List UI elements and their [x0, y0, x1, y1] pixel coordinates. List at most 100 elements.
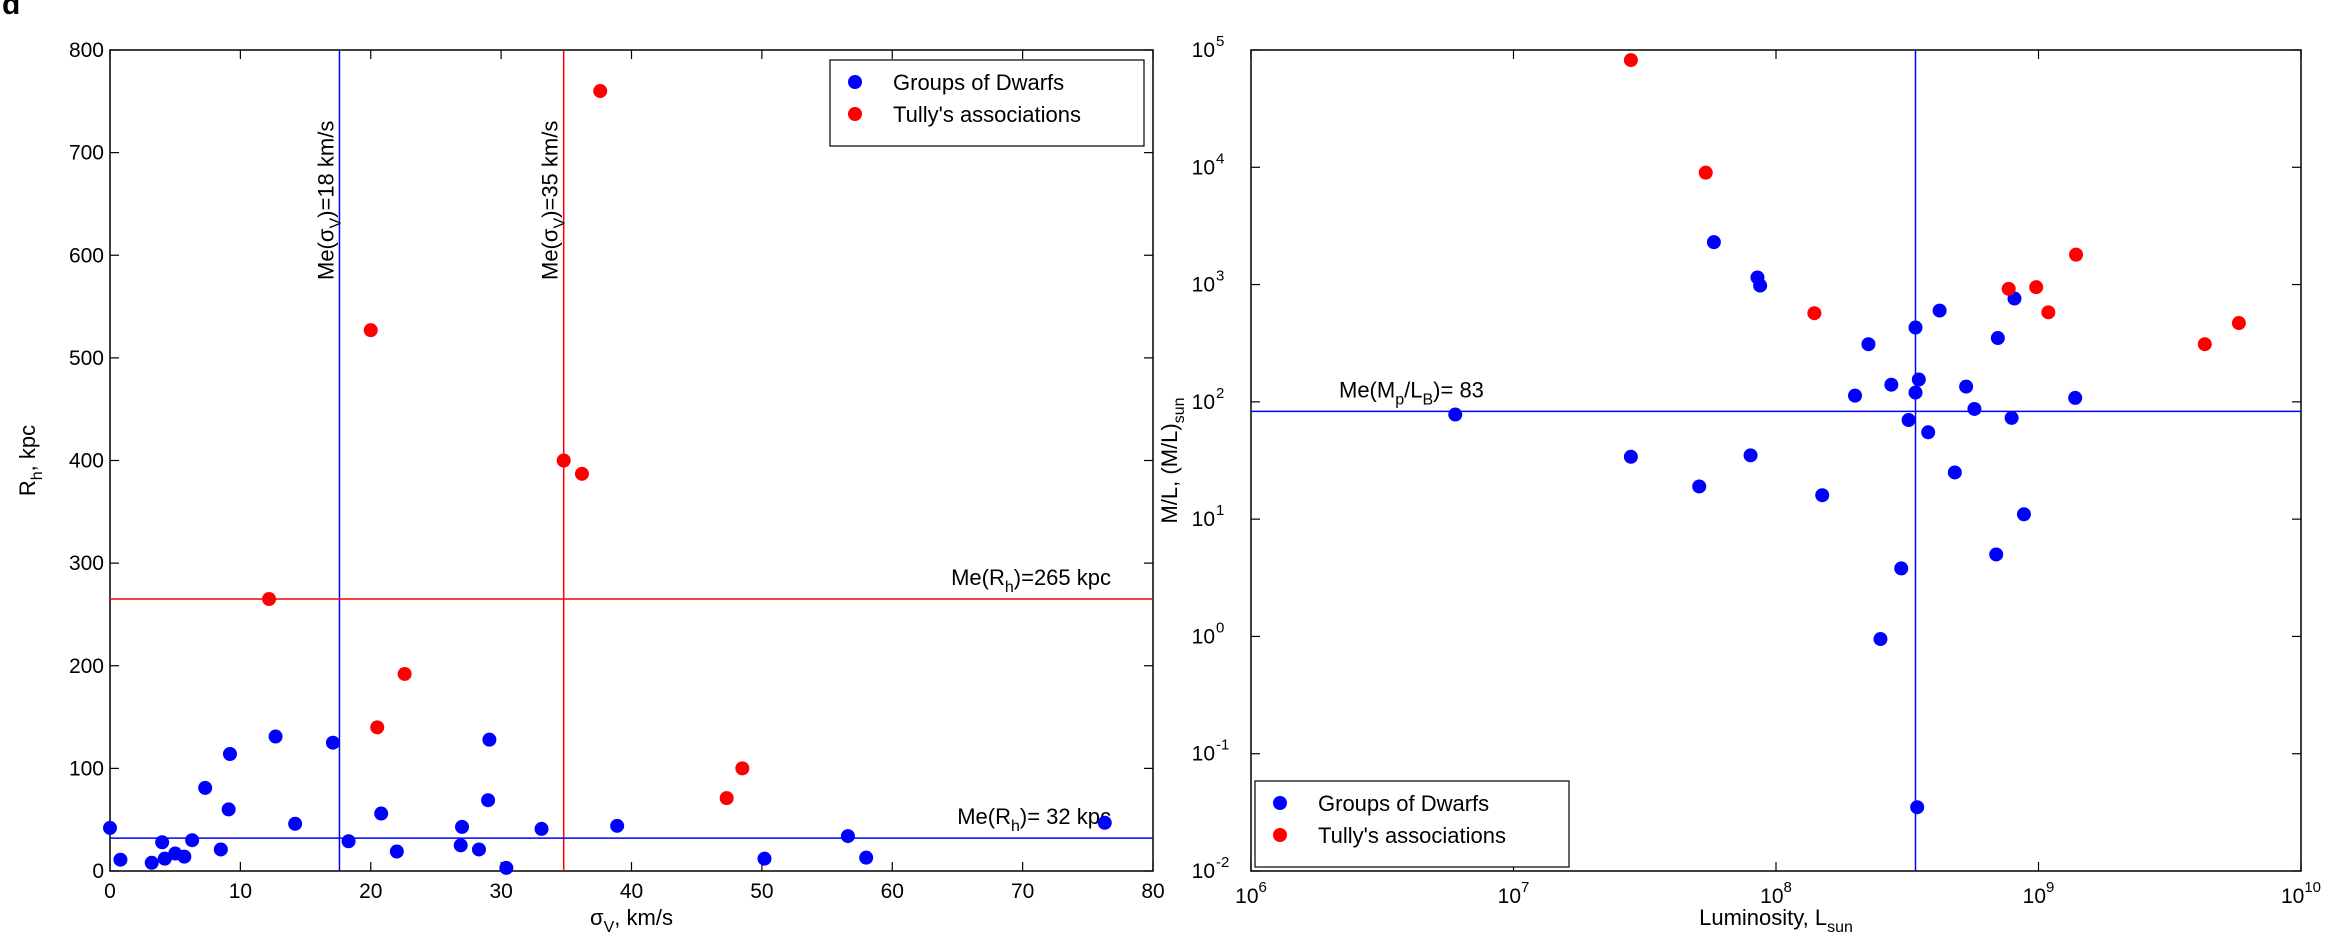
median-label: Me(σV)=18 km/s	[313, 121, 344, 280]
legend-entry: Groups of Dwarfs	[1318, 791, 1489, 816]
point-tully-associations	[719, 791, 734, 806]
x-tick-label: 40	[620, 880, 643, 903]
point-groups-of-dwarfs	[213, 842, 228, 857]
y-tick-label: 10	[1192, 743, 1215, 766]
point-groups-of-dwarfs	[2068, 390, 2083, 405]
y-tick-label: 10	[1192, 391, 1215, 414]
x-axis-label: Luminosity, Lsun	[1699, 905, 1853, 936]
point-groups-of-dwarfs	[1848, 388, 1863, 403]
point-groups-of-dwarfs	[268, 729, 283, 744]
point-tully-associations	[2231, 316, 2246, 331]
point-groups-of-dwarfs	[1692, 479, 1707, 494]
point-groups-of-dwarfs	[1706, 235, 1721, 250]
point-groups-of-dwarfs	[610, 818, 625, 833]
point-groups-of-dwarfs	[1911, 372, 1926, 387]
legend-entry: Tully's associations	[1318, 823, 1506, 848]
point-tully-associations	[262, 592, 277, 607]
point-tully-associations	[2041, 305, 2056, 320]
y-tick-label: 10	[1192, 156, 1215, 179]
point-groups-of-dwarfs	[177, 849, 192, 864]
x-tick-label: 108	[1760, 879, 1792, 908]
point-groups-of-dwarfs	[1921, 425, 1936, 440]
point-groups-of-dwarfs	[113, 852, 128, 867]
point-groups-of-dwarfs	[1743, 448, 1758, 463]
y-tick-label: 300	[69, 552, 104, 575]
y-tick-exponent: -2	[1216, 854, 1229, 871]
legend-entry: Groups of Dwarfs	[893, 70, 1064, 95]
point-tully-associations	[735, 761, 750, 776]
point-groups-of-dwarfs	[1901, 413, 1916, 428]
point-groups-of-dwarfs	[757, 851, 772, 866]
point-groups-of-dwarfs	[534, 821, 549, 836]
point-groups-of-dwarfs	[2004, 410, 2019, 425]
point-tully-associations	[1623, 53, 1638, 68]
point-groups-of-dwarfs	[1959, 379, 1974, 394]
point-groups-of-dwarfs	[1894, 561, 1909, 576]
point-groups-of-dwarfs	[2016, 507, 2031, 522]
median-label: Me(Rh)= 32 kpc	[957, 804, 1111, 835]
y-tick-exponent: 4	[1216, 150, 1224, 167]
x-axis-label: σV, km/s	[590, 905, 673, 936]
point-groups-of-dwarfs	[185, 833, 200, 848]
x-tick-label: 50	[750, 880, 773, 903]
point-groups-of-dwarfs	[1910, 800, 1925, 815]
point-tully-associations	[1698, 165, 1713, 180]
point-groups-of-dwarfs	[1097, 815, 1112, 830]
x-tick-label: 60	[881, 880, 904, 903]
legend-marker	[848, 75, 862, 89]
median-label: Me(Mp/LB)= 83	[1339, 377, 1484, 408]
x-tick-label: 20	[359, 880, 382, 903]
legend-marker	[1273, 796, 1287, 810]
point-groups-of-dwarfs	[389, 844, 404, 859]
point-groups-of-dwarfs	[455, 819, 470, 834]
y-tick-label: 10	[1192, 860, 1215, 883]
point-groups-of-dwarfs	[374, 806, 389, 821]
point-groups-of-dwarfs	[1623, 449, 1638, 464]
x-tick-label: 30	[489, 880, 512, 903]
y-tick-label: 800	[69, 39, 104, 62]
point-groups-of-dwarfs	[1753, 278, 1768, 293]
x-tick-label: 80	[1141, 880, 1164, 903]
y-tick-exponent: -1	[1216, 737, 1229, 754]
point-groups-of-dwarfs	[103, 820, 117, 835]
y-tick-exponent: 1	[1216, 502, 1224, 519]
point-tully-associations	[370, 720, 385, 735]
median-label: Me(Rh)=265 kpc	[951, 565, 1111, 596]
y-tick-exponent: 3	[1216, 268, 1224, 285]
legend: Groups of Dwarfs Tully's associations	[1254, 780, 1570, 868]
point-tully-associations	[2001, 281, 2016, 296]
point-groups-of-dwarfs	[1967, 401, 1982, 416]
point-groups-of-dwarfs	[221, 802, 236, 817]
plot-area	[109, 49, 1154, 872]
x-tick-label: 10	[229, 880, 252, 903]
point-groups-of-dwarfs	[1908, 385, 1923, 400]
point-tully-associations	[556, 453, 571, 468]
point-tully-associations	[2029, 280, 2044, 295]
point-groups-of-dwarfs	[499, 860, 514, 875]
chart-left: 0 10 20 30 40 50 60 70 8001002003004005006007008…	[15, 39, 1165, 936]
point-tully-associations	[2197, 337, 2212, 352]
x-tick-label: 1010	[2281, 879, 2321, 908]
point-groups-of-dwarfs	[481, 793, 496, 808]
point-tully-associations	[1807, 306, 1822, 321]
point-groups-of-dwarfs	[288, 816, 303, 831]
point-groups-of-dwarfs	[1908, 320, 1923, 335]
legend-marker	[848, 107, 862, 121]
y-tick-exponent: 2	[1216, 385, 1224, 402]
point-groups-of-dwarfs	[1990, 331, 2005, 346]
point-groups-of-dwarfs	[859, 850, 874, 865]
point-groups-of-dwarfs	[144, 855, 159, 870]
point-groups-of-dwarfs	[1932, 303, 1947, 318]
point-groups-of-dwarfs	[1815, 488, 1830, 503]
x-tick-label: 107	[1498, 879, 1530, 908]
point-groups-of-dwarfs	[471, 842, 486, 857]
legend-marker	[1273, 828, 1287, 842]
point-groups-of-dwarfs	[325, 735, 340, 750]
y-tick-exponent: 5	[1216, 33, 1224, 50]
point-groups-of-dwarfs	[453, 838, 468, 853]
point-tully-associations	[593, 84, 608, 99]
legend: Groups of Dwarfs Tully's associations	[829, 59, 1145, 147]
point-groups-of-dwarfs	[1947, 465, 1962, 480]
